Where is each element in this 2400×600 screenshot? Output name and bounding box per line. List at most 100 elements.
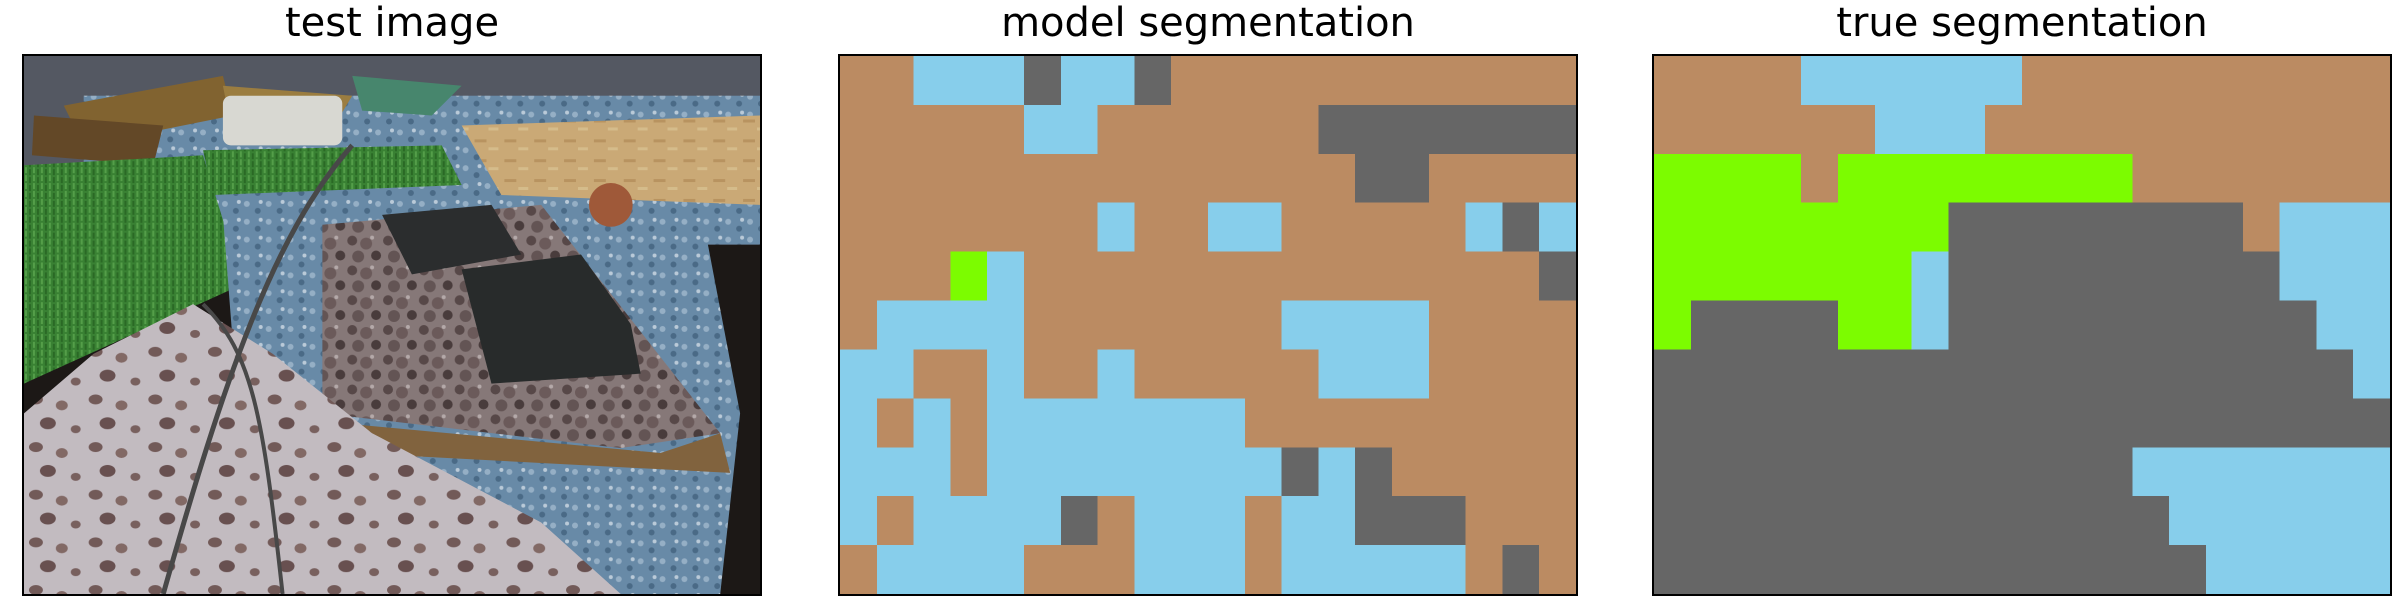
model-segmentation-cell [1355,104,1393,155]
true-segmentation-cell [1727,153,1766,204]
true-segmentation-cell [1727,251,1766,302]
model-segmentation-cell [840,349,878,400]
model-segmentation-cell [1392,398,1430,449]
true-segmentation-cell [1727,300,1766,351]
true-segmentation-cell [2279,153,2318,204]
model-segmentation-cell [1244,104,1283,155]
model-segmentation-cell [1060,104,1099,155]
model-segmentation-cell [950,104,988,155]
true-segmentation-cell [1801,545,1839,594]
true-segmentation-cell [1727,56,1766,106]
true-segmentation-cell [1654,251,1692,302]
model-segmentation-cell [1355,153,1393,204]
model-segmentation-cell [913,447,952,498]
model-segmentation-cell [1171,398,1209,449]
model-segmentation-cell [1208,349,1246,400]
true-segmentation-cell [2279,349,2318,400]
model-segmentation-cell [1281,300,1320,351]
true-segmentation-cell [1801,300,1839,351]
true-segmentation-cell [2353,251,2390,302]
model-segmentation-cell [1465,349,1504,400]
true-segmentation-cell [1838,545,1876,594]
true-segmentation-cell [2279,300,2318,351]
model-segmentation-cell [1060,349,1099,400]
model-segmentation-cell [987,447,1025,498]
true-segmentation-cell [2316,447,2354,498]
model-segmentation-cell [950,300,988,351]
model-segmentation-cell [1208,496,1246,547]
model-segmentation-cell [987,398,1025,449]
model-segmentation-cell [1134,447,1172,498]
model-segmentation-cell [1539,56,1576,106]
true-segmentation-cell [2206,496,2244,547]
model-segmentation-cell [876,251,915,302]
true-segmentation-cell [2316,202,2354,253]
true-segmentation-cell [1801,251,1839,302]
true-segmentation-cell [2169,349,2207,400]
true-segmentation-panel [1652,54,2392,596]
true-segmentation-cell [2279,447,2318,498]
true-segmentation-cell [1874,300,1913,351]
true-segmentation-cell [1764,153,1802,204]
true-segmentation-cell [1654,398,1692,449]
model-segmentation-cell [840,545,878,594]
model-segmentation-cell [876,300,915,351]
true-segmentation-cell [2242,104,2281,155]
model-segmentation-cell [1097,300,1136,351]
true-segmentation-cell [2058,398,2097,449]
true-segmentation-cell [1985,447,2023,498]
model-segmentation-cell [1024,153,1062,204]
model-segmentation-cell [1502,496,1540,547]
model-segmentation-cell [950,496,988,547]
true-segmentation-cell [2242,56,2281,106]
model-segmentation-cell [1392,496,1430,547]
true-segmentation-cell [1838,349,1876,400]
true-segmentation-cell [2169,545,2207,594]
model-segmentation-cell [1428,300,1467,351]
model-segmentation-cell [1465,202,1504,253]
model-segmentation-cell [1171,349,1209,400]
true-segmentation-cell [1690,104,1729,155]
true-segmentation-cell [2206,398,2244,449]
model-segmentation-cell [1502,349,1540,400]
true-segmentation-cell [2316,251,2354,302]
true-segmentation-cell [2242,153,2281,204]
model-segmentation-cell [1392,56,1430,106]
model-segmentation-cell [1318,153,1356,204]
true-segmentation-cell [2169,300,2207,351]
true-segmentation-cell [2242,447,2281,498]
true-segmentation-cell [2242,349,2281,400]
model-segmentation-cell [1318,300,1356,351]
model-segmentation-cell [1392,447,1430,498]
true-segmentation-cell [1911,251,1950,302]
true-segmentation-cell [1985,56,2023,106]
model-segmentation-cell [913,251,952,302]
true-segmentation-cell [1985,104,2023,155]
true-segmentation-cell [1985,251,2023,302]
true-segmentation-cell [1764,202,1802,253]
model-segmentation-cell [950,56,988,106]
true-segmentation-cell [1654,153,1692,204]
model-segmentation-cell [987,104,1025,155]
true-segmentation-cell [1874,56,1913,106]
model-segmentation-cell [1539,104,1576,155]
model-segmentation-cell [1539,153,1576,204]
true-segmentation-cell [1838,398,1876,449]
true-segmentation-cell [1948,153,1986,204]
model-segmentation-cell [876,202,915,253]
model-segmentation-cell [1428,349,1467,400]
true-segmentation-cell [2169,153,2207,204]
true-segmentation-cell [2095,104,2134,155]
model-segmentation-panel [838,54,1578,596]
model-segmentation-cell [1024,202,1062,253]
true-segmentation-cell [2095,251,2134,302]
model-segmentation-cell [1355,447,1393,498]
true-segmentation-cell [1654,202,1692,253]
true-segmentation-cell [2095,447,2134,498]
true-segmentation-cell [2169,496,2207,547]
model-segmentation-cell [1318,349,1356,400]
true-segmentation-cell [1948,349,1986,400]
model-segmentation-cell [913,545,952,594]
true-segmentation-cell [2353,56,2390,106]
model-segmentation-cell [1355,202,1393,253]
